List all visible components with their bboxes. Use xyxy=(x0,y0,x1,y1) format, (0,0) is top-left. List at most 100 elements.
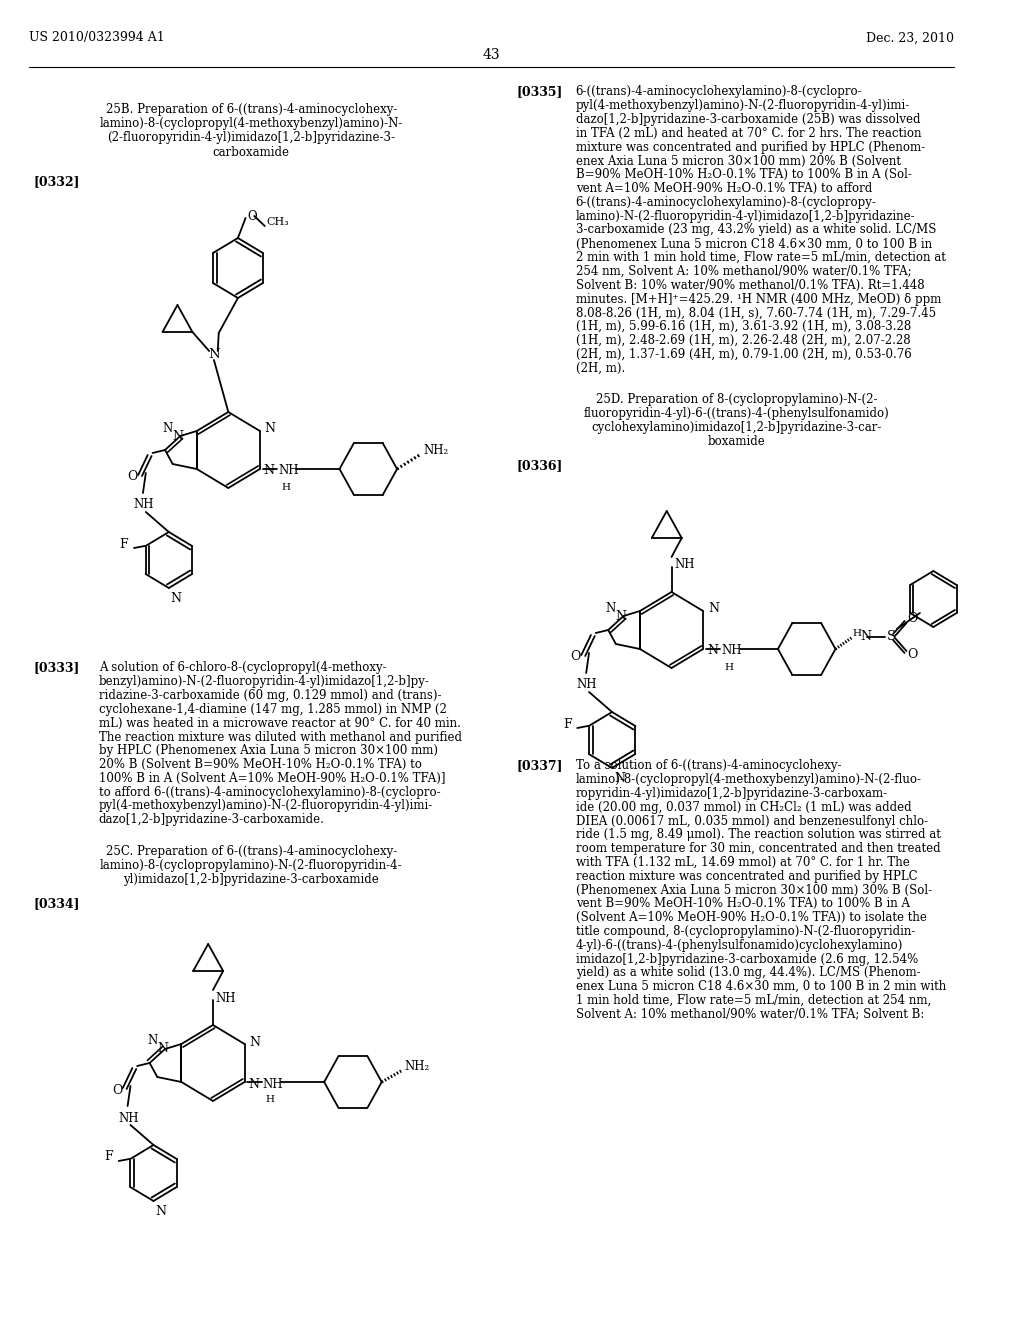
Text: N: N xyxy=(264,465,274,478)
Text: O: O xyxy=(112,1084,122,1097)
Text: [0336]: [0336] xyxy=(516,459,562,473)
Text: (2H, m).: (2H, m). xyxy=(575,362,625,375)
Text: 20% B (Solvent B=90% MeOH-10% H₂O-0.1% TFA) to: 20% B (Solvent B=90% MeOH-10% H₂O-0.1% T… xyxy=(98,758,422,771)
Text: H: H xyxy=(853,628,862,638)
Text: H: H xyxy=(724,663,733,672)
Text: NH: NH xyxy=(279,465,299,478)
Text: NH: NH xyxy=(119,1111,139,1125)
Text: title compound, 8-(cyclopropylamino)-N-(2-fluoropyridin-: title compound, 8-(cyclopropylamino)-N-(… xyxy=(575,925,915,939)
Text: NH: NH xyxy=(216,991,237,1005)
Text: A solution of 6-chloro-8-(cyclopropyl(4-methoxy-: A solution of 6-chloro-8-(cyclopropyl(4-… xyxy=(98,661,386,675)
Text: lamino)-8-(cyclopropylamino)-N-(2-fluoropyridin-4-: lamino)-8-(cyclopropylamino)-N-(2-fluoro… xyxy=(100,859,402,873)
Text: [0335]: [0335] xyxy=(516,86,562,99)
Text: N: N xyxy=(264,422,275,436)
Text: (1H, m), 5.99-6.16 (1H, m), 3.61-3.92 (1H, m), 3.08-3.28: (1H, m), 5.99-6.16 (1H, m), 3.61-3.92 (1… xyxy=(575,321,910,333)
Text: (Solvent A=10% MeOH-90% H₂O-0.1% TFA)) to isolate the: (Solvent A=10% MeOH-90% H₂O-0.1% TFA)) t… xyxy=(575,911,927,924)
Text: boxamide: boxamide xyxy=(708,436,766,449)
Text: F: F xyxy=(563,718,571,730)
Text: [0332]: [0332] xyxy=(34,176,80,189)
Text: 25D. Preparation of 8-(cyclopropylamino)-N-(2-: 25D. Preparation of 8-(cyclopropylamino)… xyxy=(596,393,878,407)
Text: dazo[1,2-b]pyridazine-3-carboxamide (25B) was dissolved: dazo[1,2-b]pyridazine-3-carboxamide (25B… xyxy=(575,114,921,127)
Text: N: N xyxy=(860,631,871,644)
Text: N: N xyxy=(208,348,220,362)
Text: lamino)-8-(cyclopropyl(4-methoxybenzyl)amino)-N-: lamino)-8-(cyclopropyl(4-methoxybenzyl)a… xyxy=(99,117,403,131)
Text: The reaction mixture was diluted with methanol and purified: The reaction mixture was diluted with me… xyxy=(98,730,462,743)
Text: ridazine-3-carboxamide (60 mg, 0.129 mmol) and (trans)-: ridazine-3-carboxamide (60 mg, 0.129 mmo… xyxy=(98,689,441,702)
Text: N: N xyxy=(157,1043,168,1056)
Text: O: O xyxy=(907,612,918,626)
Text: benzyl)amino)-N-(2-fluoropyridin-4-yl)imidazo[1,2-b]py-: benzyl)amino)-N-(2-fluoropyridin-4-yl)im… xyxy=(98,676,430,688)
Text: CH₃: CH₃ xyxy=(266,216,290,227)
Text: N: N xyxy=(249,1077,259,1090)
Text: yield) as a white solid (13.0 mg, 44.4%). LC/MS (Phenom-: yield) as a white solid (13.0 mg, 44.4%)… xyxy=(575,966,921,979)
Text: 100% B in A (Solvent A=10% MeOH-90% H₂O-0.1% TFA)]: 100% B in A (Solvent A=10% MeOH-90% H₂O-… xyxy=(98,772,445,785)
Text: 25C. Preparation of 6-((trans)-4-aminocyclohexy-: 25C. Preparation of 6-((trans)-4-aminocy… xyxy=(105,845,397,858)
Text: room temperature for 30 min, concentrated and then treated: room temperature for 30 min, concentrate… xyxy=(575,842,940,855)
Text: 6-((trans)-4-aminocyclohexylamino)-8-(cyclopro-: 6-((trans)-4-aminocyclohexylamino)-8-(cy… xyxy=(575,86,862,99)
Text: H: H xyxy=(265,1096,274,1105)
Text: pyl(4-methoxybenzyl)amino)-N-(2-fluoropyridin-4-yl)imi-: pyl(4-methoxybenzyl)amino)-N-(2-fluoropy… xyxy=(98,800,433,813)
Text: F: F xyxy=(104,1151,113,1163)
Text: yl)imidazo[1,2-b]pyridazine-3-carboxamide: yl)imidazo[1,2-b]pyridazine-3-carboxamid… xyxy=(124,873,379,886)
Text: [0334]: [0334] xyxy=(34,898,80,909)
Text: ropyridin-4-yl)imidazo[1,2-b]pyridazine-3-carboxam-: ropyridin-4-yl)imidazo[1,2-b]pyridazine-… xyxy=(575,787,888,800)
Text: To a solution of 6-((trans)-4-aminocyclohexy-: To a solution of 6-((trans)-4-aminocyclo… xyxy=(575,759,841,772)
Text: [0337]: [0337] xyxy=(516,759,562,772)
Text: 254 nm, Solvent A: 10% methanol/90% water/0.1% TFA;: 254 nm, Solvent A: 10% methanol/90% wate… xyxy=(575,265,911,279)
Text: imidazo[1,2-b]pyridazine-3-carboxamide (2.6 mg, 12.54%: imidazo[1,2-b]pyridazine-3-carboxamide (… xyxy=(575,953,918,965)
Text: in TFA (2 mL) and heated at 70° C. for 2 hrs. The reaction: in TFA (2 mL) and heated at 70° C. for 2… xyxy=(575,127,922,140)
Text: N: N xyxy=(171,591,182,605)
Text: N: N xyxy=(147,1035,158,1048)
Text: N: N xyxy=(708,602,719,615)
Text: 4-yl)-6-((trans)-4-(phenylsulfonamido)cyclohexylamino): 4-yl)-6-((trans)-4-(phenylsulfonamido)cy… xyxy=(575,939,903,952)
Text: cyclohexane-1,4-diamine (147 mg, 1.285 mmol) in NMP (2: cyclohexane-1,4-diamine (147 mg, 1.285 m… xyxy=(98,702,446,715)
Text: N: N xyxy=(605,602,615,615)
Text: (Phenomenex Axia Luna 5 micron 30×100 mm) 30% B (Sol-: (Phenomenex Axia Luna 5 micron 30×100 mm… xyxy=(575,883,932,896)
Text: O: O xyxy=(127,470,137,483)
Text: N: N xyxy=(707,644,718,657)
Text: N: N xyxy=(249,1035,260,1048)
Text: O: O xyxy=(907,648,918,661)
Text: H: H xyxy=(281,483,290,491)
Text: to afford 6-((trans)-4-aminocyclohexylamino)-8-(cyclopro-: to afford 6-((trans)-4-aminocyclohexylam… xyxy=(98,785,440,799)
Text: (1H, m), 2.48-2.69 (1H, m), 2.26-2.48 (2H, m), 2.07-2.28: (1H, m), 2.48-2.69 (1H, m), 2.26-2.48 (2… xyxy=(575,334,910,347)
Text: N: N xyxy=(614,772,625,785)
Text: N: N xyxy=(615,610,627,623)
Text: ride (1.5 mg, 8.49 μmol). The reaction solution was stirred at: ride (1.5 mg, 8.49 μmol). The reaction s… xyxy=(575,829,940,841)
Text: mixture was concentrated and purified by HPLC (Phenom-: mixture was concentrated and purified by… xyxy=(575,141,925,153)
Text: minutes. [M+H]⁺=425.29. ¹H NMR (400 MHz, MeOD) δ ppm: minutes. [M+H]⁺=425.29. ¹H NMR (400 MHz,… xyxy=(575,293,941,305)
Text: NH: NH xyxy=(721,644,741,657)
Text: B=90% MeOH-10% H₂O-0.1% TFA) to 100% B in A (Sol-: B=90% MeOH-10% H₂O-0.1% TFA) to 100% B i… xyxy=(575,168,911,181)
Text: 25B. Preparation of 6-((trans)-4-aminocyclohexy-: 25B. Preparation of 6-((trans)-4-aminocy… xyxy=(105,103,397,116)
Text: carboxamide: carboxamide xyxy=(213,145,290,158)
Text: dazo[1,2-b]pyridazine-3-carboxamide.: dazo[1,2-b]pyridazine-3-carboxamide. xyxy=(98,813,325,826)
Text: vent A=10% MeOH-90% H₂O-0.1% TFA) to afford: vent A=10% MeOH-90% H₂O-0.1% TFA) to aff… xyxy=(575,182,871,195)
Text: lamino)-8-(cyclopropyl(4-methoxybenzyl)amino)-N-(2-fluo-: lamino)-8-(cyclopropyl(4-methoxybenzyl)a… xyxy=(575,774,922,787)
Text: 43: 43 xyxy=(482,48,500,62)
Text: (Phenomenex Luna 5 micron C18 4.6×30 mm, 0 to 100 B in: (Phenomenex Luna 5 micron C18 4.6×30 mm,… xyxy=(575,238,932,251)
Text: N: N xyxy=(172,429,183,442)
Text: Solvent A: 10% methanol/90% water/0.1% TFA; Solvent B:: Solvent A: 10% methanol/90% water/0.1% T… xyxy=(575,1007,924,1020)
Text: N: N xyxy=(156,1205,167,1218)
Text: enex Luna 5 micron C18 4.6×30 mm, 0 to 100 B in 2 min with: enex Luna 5 micron C18 4.6×30 mm, 0 to 1… xyxy=(575,979,946,993)
Text: O: O xyxy=(248,210,257,223)
Text: 6-((trans)-4-aminocyclohexylamino)-8-(cyclopropy-: 6-((trans)-4-aminocyclohexylamino)-8-(cy… xyxy=(575,195,877,209)
Text: Dec. 23, 2010: Dec. 23, 2010 xyxy=(865,32,953,45)
Text: cyclohexylamino)imidazo[1,2-b]pyridazine-3-car-: cyclohexylamino)imidazo[1,2-b]pyridazine… xyxy=(592,421,882,434)
Text: S: S xyxy=(887,631,896,644)
Text: fluoropyridin-4-yl)-6-((trans)-4-(phenylsulfonamido): fluoropyridin-4-yl)-6-((trans)-4-(phenyl… xyxy=(584,408,890,420)
Text: US 2010/0323994 A1: US 2010/0323994 A1 xyxy=(29,32,165,45)
Text: mL) was heated in a microwave reactor at 90° C. for 40 min.: mL) was heated in a microwave reactor at… xyxy=(98,717,461,730)
Text: lamino)-N-(2-fluoropyridin-4-yl)imidazo[1,2-b]pyridazine-: lamino)-N-(2-fluoropyridin-4-yl)imidazo[… xyxy=(575,210,915,223)
Text: NH₂: NH₂ xyxy=(423,445,449,458)
Text: by HPLC (Phenomenex Axia Luna 5 micron 30×100 mm): by HPLC (Phenomenex Axia Luna 5 micron 3… xyxy=(98,744,438,758)
Text: 8.08-8.26 (1H, m), 8.04 (1H, s), 7.60-7.74 (1H, m), 7.29-7.45: 8.08-8.26 (1H, m), 8.04 (1H, s), 7.60-7.… xyxy=(575,306,936,319)
Text: 2 min with 1 min hold time, Flow rate=5 mL/min, detection at: 2 min with 1 min hold time, Flow rate=5 … xyxy=(575,251,945,264)
Text: NH: NH xyxy=(263,1077,284,1090)
Text: (2-fluoropyridin-4-yl)imidazo[1,2-b]pyridazine-3-: (2-fluoropyridin-4-yl)imidazo[1,2-b]pyri… xyxy=(108,132,395,144)
Text: O: O xyxy=(570,651,581,664)
Text: DIEA (0.00617 mL, 0.035 mmol) and benzenesulfonyl chlo-: DIEA (0.00617 mL, 0.035 mmol) and benzen… xyxy=(575,814,928,828)
Text: NH: NH xyxy=(675,558,695,572)
Text: pyl(4-methoxybenzyl)amino)-N-(2-fluoropyridin-4-yl)imi-: pyl(4-methoxybenzyl)amino)-N-(2-fluoropy… xyxy=(575,99,910,112)
Text: [0333]: [0333] xyxy=(34,661,80,675)
